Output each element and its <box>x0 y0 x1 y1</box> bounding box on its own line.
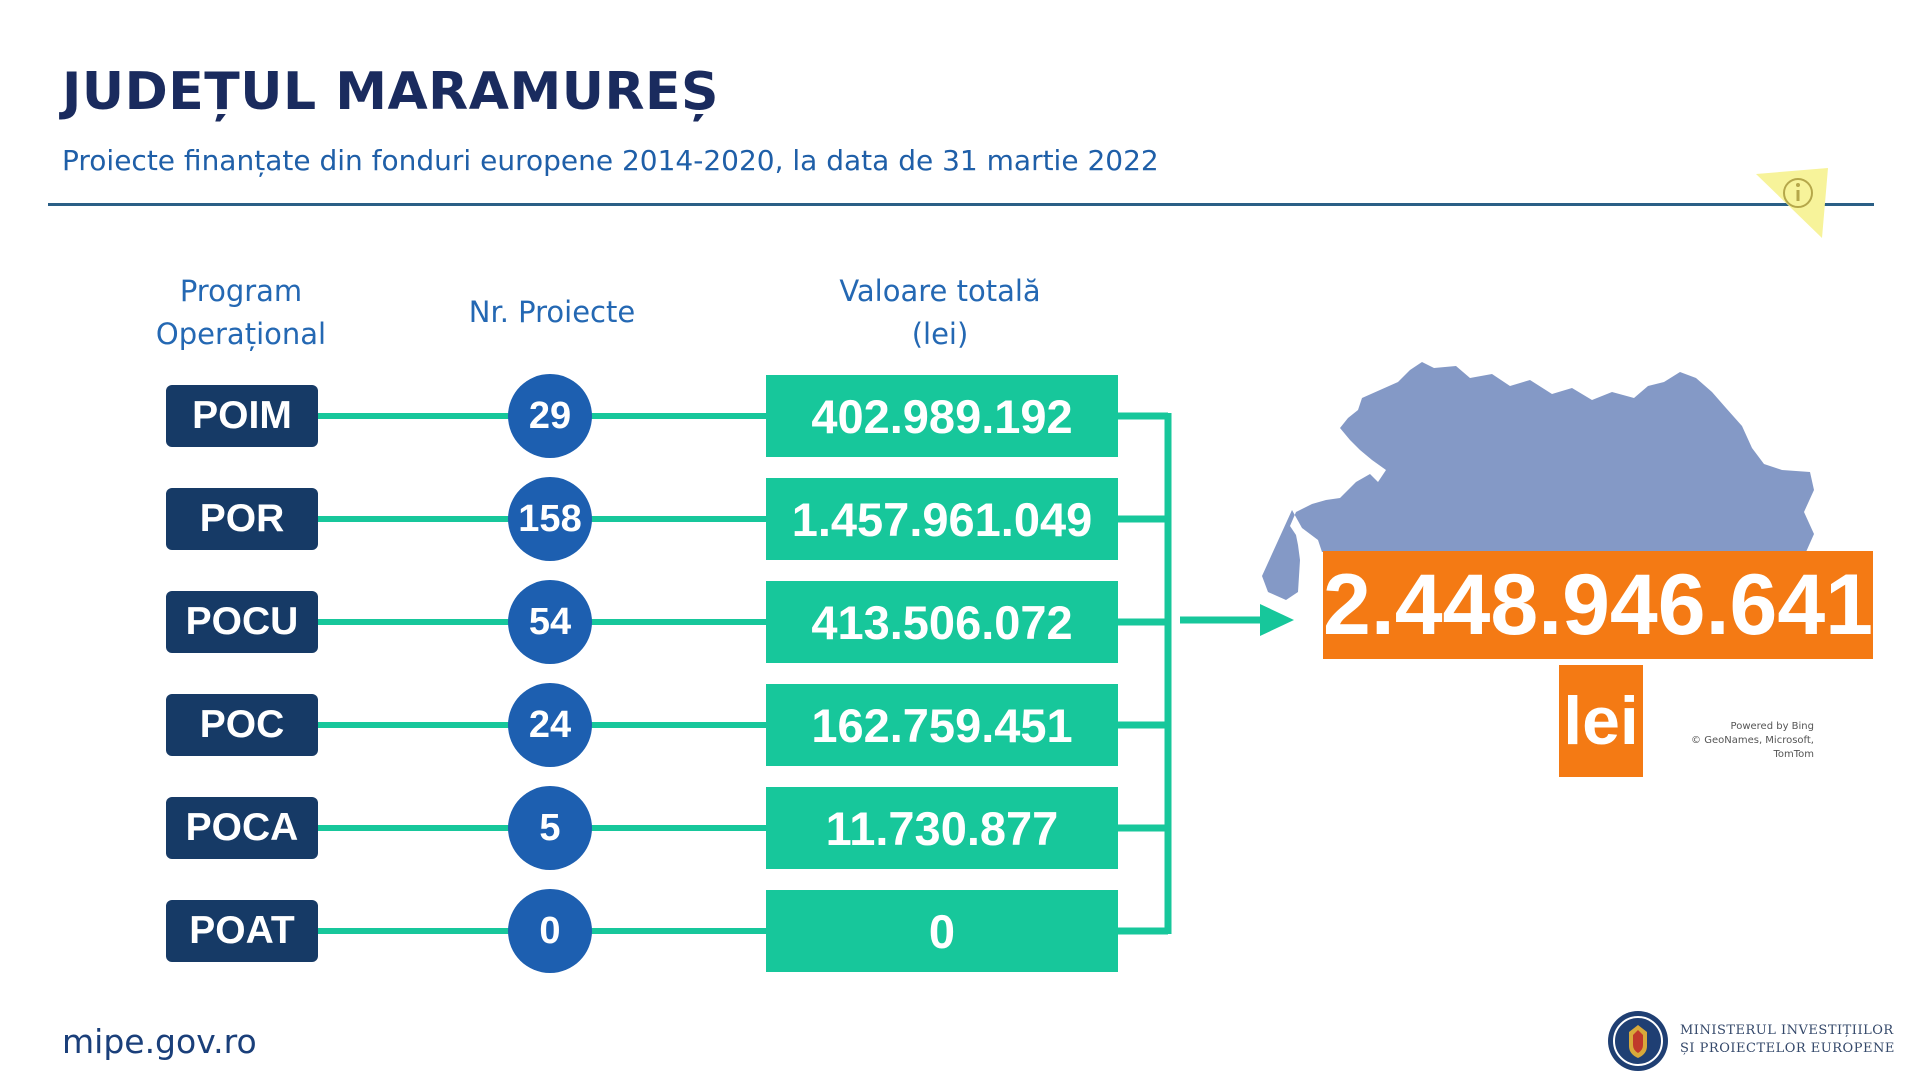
info-icon[interactable] <box>1756 168 1828 238</box>
project-count-poca: 5 <box>508 786 592 870</box>
program-pill-por: POR <box>166 488 318 550</box>
value-box-poat: 0 <box>766 890 1118 972</box>
value-box-pocu: 413.506.072 <box>766 581 1118 663</box>
column-header-value: Valoare totală (lei) <box>800 270 1080 356</box>
column-header-program-line2: Operațional <box>155 317 327 351</box>
value-box-poim: 402.989.192 <box>766 375 1118 457</box>
value-box-poc: 162.759.451 <box>766 684 1118 766</box>
column-header-count: Nr. Proiecte <box>468 295 636 329</box>
page-title: JUDEȚUL MARAMUREȘ <box>62 62 719 122</box>
program-pill-poca: POCA <box>166 797 318 859</box>
column-header-program-line1: Program <box>179 274 303 308</box>
ministry-name-line2: ȘI PROIECTELOR EUROPENE <box>1680 1041 1895 1056</box>
value-box-poca: 11.730.877 <box>766 787 1118 869</box>
map-credit-line1: Powered by Bing <box>1730 721 1814 732</box>
total-value: 2.448.946.641 <box>1323 551 1873 659</box>
project-count-poat: 0 <box>508 889 592 973</box>
header-divider <box>48 203 1874 206</box>
program-pill-poim: POIM <box>166 385 318 447</box>
project-count-poc: 24 <box>508 683 592 767</box>
program-pill-poc: POC <box>166 694 318 756</box>
project-count-poim: 29 <box>508 374 592 458</box>
ministry-name: MINISTERUL INVESTIȚIILOR ȘI PROIECTELOR … <box>1680 1022 1895 1058</box>
column-header-value-line1: Valoare totală <box>839 274 1041 308</box>
total-arrowhead <box>1260 604 1294 636</box>
column-header-program: Program Operațional <box>138 270 344 356</box>
program-pill-pocu: POCU <box>166 591 318 653</box>
project-count-pocu: 54 <box>508 580 592 664</box>
value-box-por: 1.457.961.049 <box>766 478 1118 560</box>
column-header-value-line2: (lei) <box>911 317 969 351</box>
project-count-por: 158 <box>508 477 592 561</box>
map-credit-line2: © GeoNames, Microsoft, TomTom <box>1691 735 1814 760</box>
map-credit: Powered by Bing © GeoNames, Microsoft, T… <box>1648 720 1814 762</box>
total-unit: lei <box>1559 665 1643 777</box>
ministry-name-line1: MINISTERUL INVESTIȚIILOR <box>1680 1023 1894 1038</box>
page-subtitle: Proiecte finanțate din fonduri europene … <box>62 144 1159 177</box>
program-pill-poat: POAT <box>166 900 318 962</box>
footer-url[interactable]: mipe.gov.ro <box>62 1022 257 1061</box>
coat-of-arms-icon <box>1608 1011 1668 1071</box>
sum-bracket <box>1116 412 1172 935</box>
county-map-shape <box>1262 362 1814 600</box>
